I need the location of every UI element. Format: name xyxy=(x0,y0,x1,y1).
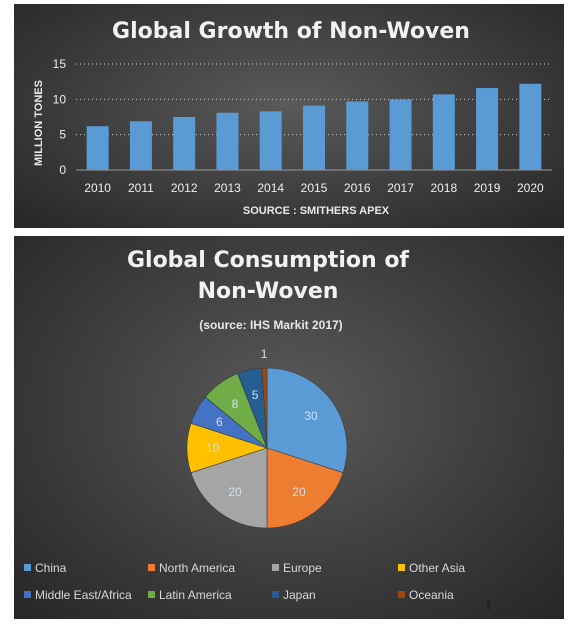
y-tick-label: 10 xyxy=(53,92,67,106)
bar-2016 xyxy=(346,101,369,170)
bar-2013 xyxy=(216,112,239,170)
legend-label-japan: Japan xyxy=(283,588,316,602)
pie-legend: China North America Europe Other Asia Middle… xyxy=(24,561,465,602)
legend-swatch-china xyxy=(24,564,31,571)
legend-label-north-america: North America xyxy=(159,561,235,575)
x-axis-tick-labels: 2010 2011 2012 2013 2014 2015 2016 2017 2018 2019… xyxy=(84,181,544,195)
x-tick-label: 2018 xyxy=(430,181,457,195)
legend-swatch-north-america xyxy=(148,564,155,571)
pie-slice-oceania xyxy=(261,367,268,449)
pie-value-label: 20 xyxy=(228,485,242,499)
bar-2017 xyxy=(389,99,412,170)
legend-swatch-other-asia xyxy=(398,564,405,571)
x-tick-label: 2016 xyxy=(344,181,371,195)
x-axis-label: SOURCE : SMITHERS APEX xyxy=(243,205,390,217)
consumption-pie-chart: Global Consumption of Non-Woven (source:… xyxy=(24,248,465,602)
legend-label-latin-america: Latin America xyxy=(159,588,232,602)
pie-title-line2: Non-Woven xyxy=(198,279,339,304)
bar-2011 xyxy=(129,121,152,170)
pie-slice-china xyxy=(266,367,348,474)
pie-value-label: 10 xyxy=(206,441,220,455)
bar-2019 xyxy=(476,88,499,170)
legend-label-china: China xyxy=(35,561,67,575)
legend-swatch-latin-america xyxy=(148,591,155,598)
legend-swatch-europe xyxy=(272,564,279,571)
bar-2018 xyxy=(432,94,455,170)
x-tick-label: 2020 xyxy=(517,181,544,195)
bar-2012 xyxy=(173,117,196,170)
pie-data-labels: 30 20 20 10 685 1 xyxy=(206,347,318,499)
y-axis-tick-labels: 0 5 10 15 xyxy=(53,57,67,177)
x-tick-label: 2013 xyxy=(214,181,241,195)
legend-swatch-japan xyxy=(272,591,279,598)
edge-mark xyxy=(487,600,490,610)
legend-label-oceania: Oceania xyxy=(409,588,454,602)
x-tick-label: 2019 xyxy=(474,181,501,195)
pie-slice-europe xyxy=(190,447,268,529)
y-axis-label: MILLION TONES xyxy=(33,80,45,166)
bar-2010 xyxy=(86,126,109,170)
growth-chart-panel: Global Growth of Non-Woven 0 5 10 15 2010 20… xyxy=(14,4,564,228)
legend-swatch-middle-east-africa xyxy=(24,591,31,598)
bars xyxy=(86,83,542,170)
bar-2020 xyxy=(519,83,542,170)
legend-swatch-oceania xyxy=(398,591,405,598)
legend-label-europe: Europe xyxy=(283,561,322,575)
pie-slice-north-america xyxy=(266,447,344,529)
growth-chart-title: Global Growth of Non-Woven xyxy=(112,19,470,44)
x-tick-label: 2017 xyxy=(387,181,414,195)
pie-value-label: 20 xyxy=(292,485,306,499)
x-tick-label: 2011 xyxy=(128,181,154,195)
legend-label-other-asia: Other Asia xyxy=(409,561,465,575)
consumption-chart-panel: Global Consumption of Non-Woven (source:… xyxy=(14,236,564,619)
x-tick-label: 2014 xyxy=(257,181,284,195)
y-tick-label: 15 xyxy=(53,57,67,71)
x-tick-label: 2012 xyxy=(171,181,198,195)
legend-label-middle-east-africa: Middle East/Africa xyxy=(35,588,132,602)
bar-2014 xyxy=(259,111,282,170)
y-tick-label: 0 xyxy=(59,163,66,177)
pie-value-label: 8 xyxy=(232,397,239,411)
y-tick-label: 5 xyxy=(59,128,66,142)
pie-title-line1: Global Consumption of xyxy=(127,248,409,273)
pie-value-label: 1 xyxy=(261,347,268,361)
x-tick-label: 2015 xyxy=(301,181,328,195)
pie-value-label: 6 xyxy=(216,415,223,429)
pie-value-label: 30 xyxy=(304,409,318,423)
pie-subtitle: (source: IHS Markit 2017) xyxy=(199,318,342,332)
bar-2015 xyxy=(303,105,325,170)
pie-value-label: 5 xyxy=(252,388,259,402)
x-tick-label: 2010 xyxy=(84,181,111,195)
pie-slices xyxy=(186,367,348,529)
